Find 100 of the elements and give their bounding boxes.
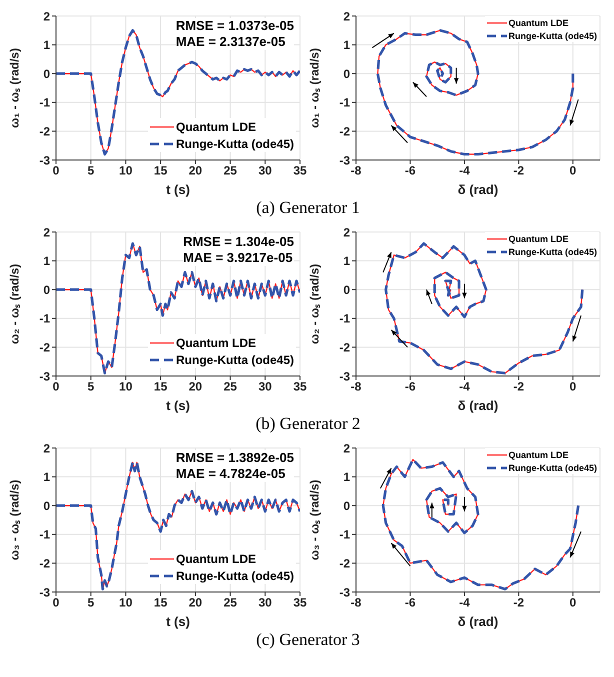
x-tick-label: 0 [52,380,60,394]
y-tick-label: -2 [339,556,350,570]
x-tick-label: 30 [258,596,272,610]
y-axis-title: ω₁ - ωₛ (rad/s) [7,48,22,128]
y-tick-label: -3 [339,585,350,600]
x-tick-label: -2 [513,380,524,394]
x-tick-label: 10 [119,596,133,610]
x-tick-label: 30 [258,164,272,178]
x-axis-title: δ (rad) [458,182,498,197]
x-axis-title: t (s) [166,182,190,197]
legend-label: Runge-Kutta (ode45) [176,568,294,582]
legend-label: Runge-Kutta (ode45) [508,462,597,472]
text: (b) Generator 2 [254,414,362,435]
x-tick-label: 5 [88,380,95,394]
y-tick-label: 2 [43,225,50,240]
x-tick-label: 25 [224,380,238,394]
x-tick-label: -2 [513,596,524,610]
x-tick-label: -8 [350,596,362,610]
legend-label: Quantum LDE [176,120,256,134]
y-tick-label: -3 [339,369,350,384]
y-tick-label: 2 [43,441,50,456]
y-tick-label: 2 [43,9,50,24]
x-tick-label: 35 [293,380,307,394]
x-tick-label: -2 [513,164,524,178]
x-tick-label: -6 [404,596,416,610]
x-axis-title: δ (rad) [458,614,498,629]
x-tick-label: -4 [459,164,470,178]
x-tick-label: 20 [188,596,202,610]
y-axis-title: ω₃ - ωₛ (rad/s) [7,480,22,560]
legend-label: Quantum LDE [508,450,568,460]
x-tick-label: 5 [88,164,95,178]
y-tick-label: -3 [39,153,50,168]
x-tick-label: 20 [188,164,202,178]
y-tick-label: -3 [39,585,50,600]
x-tick-label: 25 [224,596,238,610]
y-tick-label: 1 [343,470,350,484]
y-tick-label: -3 [339,153,350,168]
x-tick-label: 15 [154,596,168,610]
x-tick-label: -6 [404,164,416,178]
y-tick-label: 2 [343,225,350,240]
x-tick-label: 10 [119,164,133,178]
x-tick-label: 15 [154,380,168,394]
x-tick-label: 0 [52,164,60,178]
legend-label: Quantum LDE [508,18,568,28]
legend-label: Runge-Kutta (ode45) [508,30,597,40]
y-tick-label: 0 [343,498,350,513]
annotation: RMSE = 1.3892e-05 [176,450,294,466]
x-tick-label: 35 [293,164,307,178]
y-tick-label: -1 [339,312,350,326]
y-tick-label: 1 [43,38,50,52]
x-tick-label: 25 [224,164,238,178]
x-tick-label: 35 [293,596,307,610]
y-tick-label: -1 [39,96,50,110]
y-tick-label: 0 [43,66,50,81]
legend-label: Runge-Kutta (ode45) [176,352,294,366]
annotation: MAE = 3.9217e-05 [183,250,294,266]
y-axis-title: ω₂ - ωₛ (rad/s) [307,264,322,344]
y-axis-title: ω₂ - ωₛ (rad/s) [7,264,22,344]
x-axis-title: t (s) [166,614,190,629]
y-tick-label: 2 [343,441,350,456]
y-tick-label: -2 [39,340,50,354]
legend-label: Quantum LDE [176,552,256,566]
y-tick-label: 0 [43,498,50,513]
y-tick-label: 1 [343,254,350,268]
text: (c) Generator 3 [255,630,361,651]
x-tick-label: -4 [459,596,470,610]
x-axis-title: t (s) [166,398,190,413]
y-tick-label: -2 [339,124,350,138]
x-tick-label: 5 [88,596,95,610]
y-tick-label: -1 [339,528,350,542]
annotation: MAE = 2.3137e-05 [176,34,286,50]
annotation: RMSE = 1.304e-05 [183,234,294,250]
y-tick-label: -2 [339,340,350,354]
text: (a) Generator 1 [255,198,361,219]
y-tick-label: 0 [43,282,50,297]
y-tick-label: -3 [39,369,50,384]
y-tick-label: -2 [39,124,50,138]
y-tick-label: -2 [39,556,50,570]
x-tick-label: 15 [154,164,168,178]
y-tick-label: -1 [39,528,50,542]
legend-label: Runge-Kutta (ode45) [176,136,294,150]
y-tick-label: 2 [343,9,350,24]
legend-label: Runge-Kutta (ode45) [508,246,597,256]
x-tick-label: -8 [350,380,362,394]
y-axis-title: ω₁ - ωₛ (rad/s) [307,48,322,128]
x-tick-label: -6 [404,380,416,394]
x-tick-label: -8 [350,164,362,178]
y-tick-label: 1 [43,470,50,484]
annotation: MAE = 4.7824e-05 [176,466,286,482]
x-tick-label: 30 [258,380,272,394]
x-tick-label: 0 [52,596,60,610]
x-tick-label: 20 [188,380,202,394]
y-tick-label: -1 [339,96,350,110]
x-tick-label: 0 [570,380,577,394]
x-tick-label: 0 [570,596,577,610]
annotation: RMSE = 1.0373e-05 [176,18,294,34]
legend-label: Quantum LDE [508,234,568,244]
legend-label: Quantum LDE [176,336,256,350]
x-axis-title: δ (rad) [458,398,498,413]
y-tick-label: -1 [39,312,50,326]
